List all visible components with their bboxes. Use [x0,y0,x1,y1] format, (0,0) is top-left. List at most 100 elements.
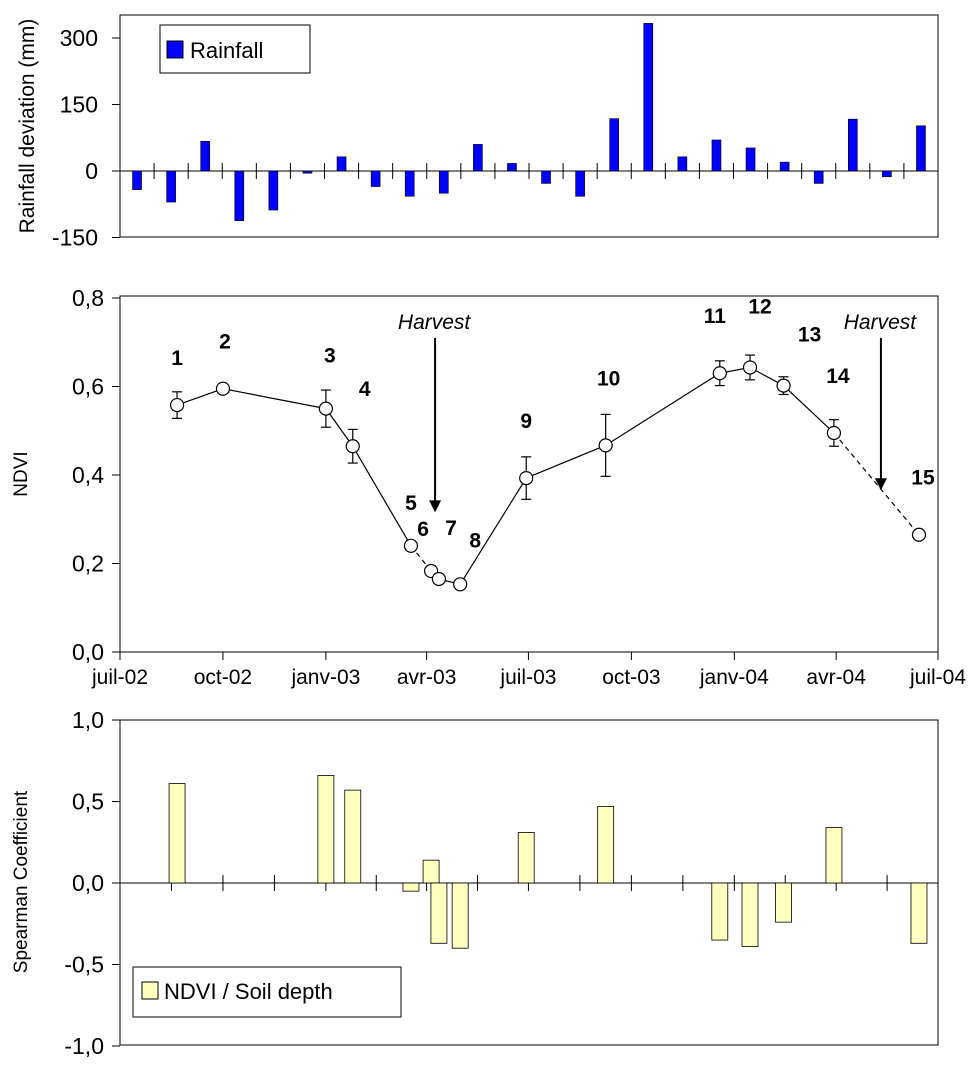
harvest-annotation-label: Harvest [398,311,472,334]
rainfall-bar [541,170,551,184]
rainfall-legend-box [159,24,311,74]
ndvi-point [911,527,927,542]
ndvi-point [826,425,842,441]
ndvi-point-label: 12 [748,295,771,318]
ndvi-point-label: 15 [911,467,935,490]
rainfall-bar [677,156,688,172]
rainfall-bar [882,170,892,178]
rainfall-bar [779,161,790,172]
spearman-bar [402,882,420,892]
ndvi-y-tick-label: 0,6 [72,374,104,400]
spearman-legend-swatch [141,981,159,1000]
ndvi-point [453,577,468,592]
spearman-legend-label: NDVI / Soil depth [164,979,333,1004]
rainfall-bar [813,170,824,184]
rainfall-y-tick-label: -150 [52,225,98,251]
ndvi-point-label: 1 [171,347,183,370]
ndvi-point [742,360,758,375]
ndvi-y-tick-label: 0,8 [72,285,104,311]
ndvi-x-tick-label: juil-04 [909,666,966,689]
rainfall-y-tick-label: 150 [60,92,98,118]
ndvi-x-tick-label: oct-03 [602,666,660,689]
ndvi-point [598,438,613,453]
rainfall-bar [575,170,585,197]
ndvi-point [776,378,791,393]
spearman-bar [451,882,469,949]
rainfall-bar [234,170,245,221]
ndvi-point-label: 14 [826,365,850,388]
spearman-bar [168,783,186,884]
ndvi-point-label: 5 [405,492,417,515]
rainfall-bar [643,23,654,172]
ndvi-x-tick-label: oct-02 [194,666,252,689]
spearman-bar [422,859,440,884]
ndvi-line-segment [222,388,327,410]
ndvi-x-tick-label: avr-04 [806,666,866,689]
rainfall-bar [916,125,926,172]
ndvi-line-segment [176,388,224,406]
spearman-bar [597,805,615,884]
spearman-bar [430,882,448,944]
spearman-y-tick-label: 1,0 [72,707,104,733]
rainfall-bar [268,170,279,211]
spearman-y-tick-label: -1,0 [64,1033,104,1059]
rainfall-bar [336,156,347,172]
spearman-legend-box [132,966,402,1018]
ndvi-x-tick-label: juil-03 [499,666,556,689]
ndvi-line-segment [325,408,354,447]
rainfall-bar [507,163,517,172]
spearman-bar [711,882,729,941]
rainfall-bar [200,140,211,172]
rainfall-bar [132,170,142,190]
ndvi-point-label: 7 [445,517,457,540]
spearman-y-tick-label: -0,5 [64,952,104,978]
ndvi-point [403,538,419,553]
ndvi-point [519,470,534,486]
rainfall-y-axis-label: Rainfall deviation (mm) [16,19,39,234]
ndvi-x-tick-label: avr-03 [397,666,457,689]
rainfall-bar [302,170,313,174]
ndvi-line-segment [525,444,606,479]
ndvi-line-segment [783,385,835,434]
ndvi-y-tick-label: 0,2 [72,551,104,577]
rainfall-y-tick-label: 300 [60,25,98,51]
spearman-bar [741,882,759,947]
spearman-bar [910,882,928,944]
ndvi-point-label: 9 [520,410,532,433]
ndvi-x-tick-label: janv-04 [699,666,769,689]
ndvi-point-label: 4 [359,378,371,401]
spearman-bar [825,827,843,884]
ndvi-line-segment [352,445,412,547]
spearman-bar [517,832,535,884]
rainfall-panel: 300 150 0 -150 Rainfall deviation (mm) Rain… [16,14,939,251]
rainfall-bar [745,147,756,172]
ndvi-point-label: 3 [324,345,336,368]
ndvi-line-segment [605,372,721,446]
ndvi-y-tick-label: 0,0 [72,639,104,665]
rainfall-legend-label: Rainfall [190,38,263,63]
ndvi-point [345,439,360,454]
rainfall-legend-swatch [166,40,184,59]
harvest-annotation-label: Harvest [844,311,918,334]
ndvi-point-label: 11 [704,305,727,328]
ndvi-point [169,397,185,413]
spearman-y-axis-label: Spearman Coefficient [11,790,32,973]
harvest-arrow-head [429,500,442,513]
ndvi-panel: 0,0 0,2 0,4 0,6 0,8 juil-02 oct-02 janv-03 avr-0… [11,285,966,689]
rainfall-bar [847,118,858,172]
spearman-bar [344,789,362,884]
rainfall-bar [404,170,415,197]
ndvi-point [215,381,231,396]
rainfall-legend: Rainfall [159,24,311,74]
ndvi-point [712,366,727,381]
ndvi-x-tick-label: janv-03 [290,666,360,689]
ndvi-point [318,401,333,416]
spearman-bar [317,775,335,884]
rainfall-bar [438,170,449,194]
spearman-y-tick-label: 0,5 [72,789,104,815]
ndvi-point-label: 2 [219,331,231,354]
rainfall-y-tick-label: 0 [85,158,98,184]
ndvi-point [431,571,447,587]
ndvi-line-segment [459,477,527,585]
